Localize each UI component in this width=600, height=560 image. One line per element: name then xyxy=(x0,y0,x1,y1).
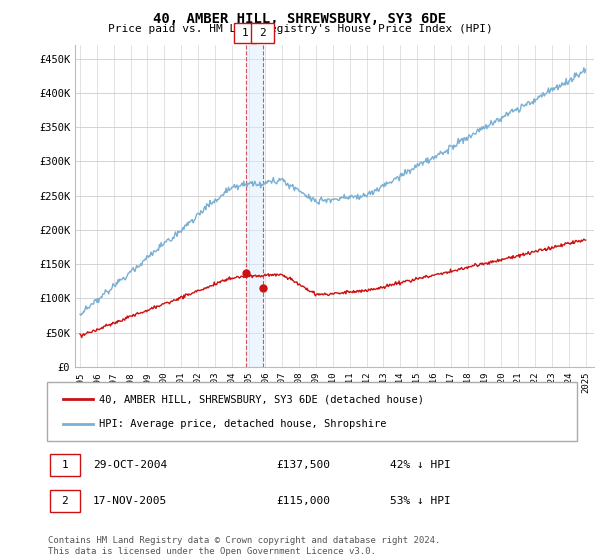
Text: 1: 1 xyxy=(242,28,248,38)
Text: HPI: Average price, detached house, Shropshire: HPI: Average price, detached house, Shro… xyxy=(99,419,386,429)
Text: Contains HM Land Registry data © Crown copyright and database right 2024.
This d: Contains HM Land Registry data © Crown c… xyxy=(48,536,440,556)
Text: 2: 2 xyxy=(259,28,266,38)
Text: £115,000: £115,000 xyxy=(276,496,330,506)
Text: 17-NOV-2005: 17-NOV-2005 xyxy=(93,496,167,506)
Text: 29-OCT-2004: 29-OCT-2004 xyxy=(93,460,167,470)
Text: 42% ↓ HPI: 42% ↓ HPI xyxy=(390,460,451,470)
Bar xyxy=(245,45,263,367)
Text: £137,500: £137,500 xyxy=(276,460,330,470)
Text: Price paid vs. HM Land Registry's House Price Index (HPI): Price paid vs. HM Land Registry's House … xyxy=(107,24,493,34)
Text: 2: 2 xyxy=(61,496,68,506)
Text: 53% ↓ HPI: 53% ↓ HPI xyxy=(390,496,451,506)
Text: 40, AMBER HILL, SHREWSBURY, SY3 6DE (detached house): 40, AMBER HILL, SHREWSBURY, SY3 6DE (det… xyxy=(99,394,424,404)
Text: 40, AMBER HILL, SHREWSBURY, SY3 6DE: 40, AMBER HILL, SHREWSBURY, SY3 6DE xyxy=(154,12,446,26)
Text: 1: 1 xyxy=(61,460,68,470)
